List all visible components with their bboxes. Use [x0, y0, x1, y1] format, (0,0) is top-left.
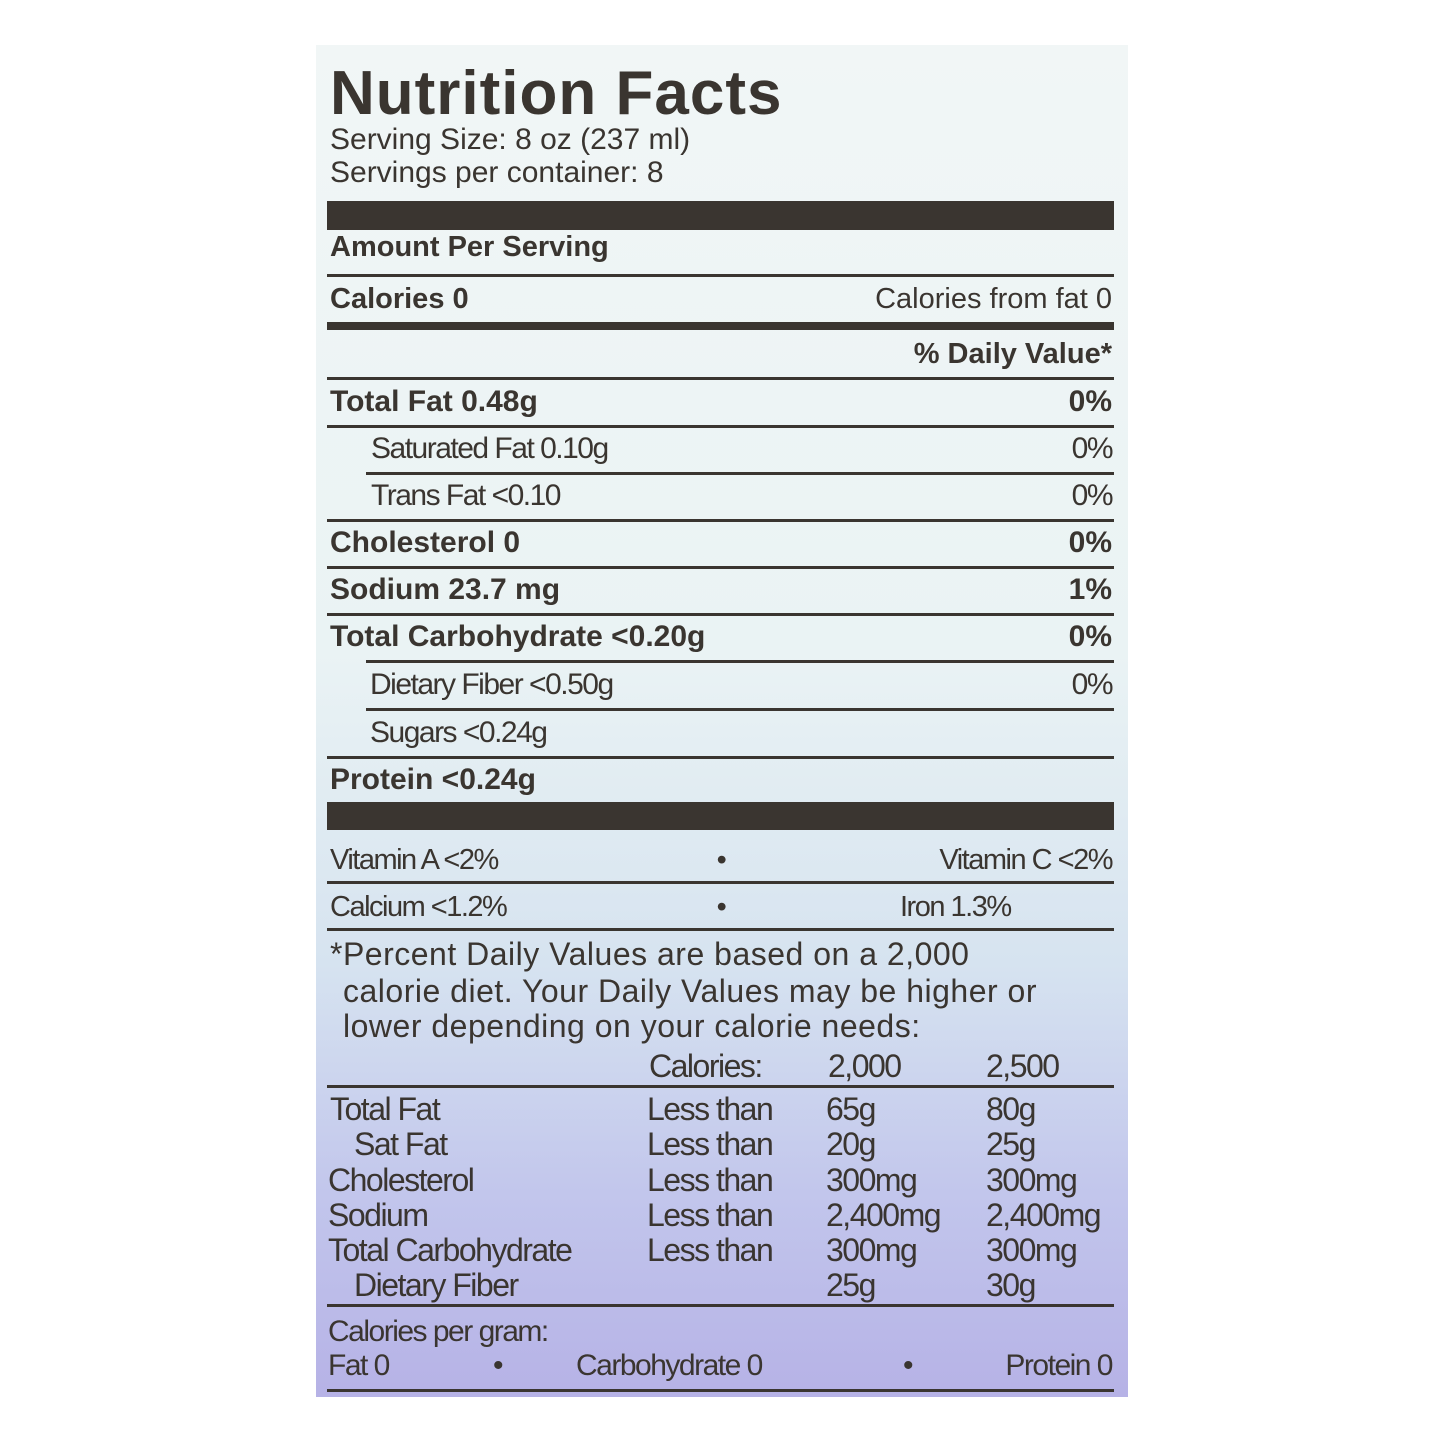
- nutrient-label: Trans Fat <0.10: [371, 479, 562, 512]
- table-cell: Less than: [647, 1091, 774, 1127]
- thick-divider: [327, 201, 1114, 230]
- bullet: •: [716, 891, 727, 923]
- divider: [366, 708, 1114, 711]
- vitamin-a: Vitamin A <2%: [330, 844, 499, 876]
- nutrient-row: Trans Fat <0.10 0%: [371, 479, 1114, 512]
- table-header: 2,500: [986, 1048, 1060, 1084]
- calories-row: Calories 0 Calories from fat 0: [330, 285, 1112, 314]
- carbohydrate-calories: Carbohydrate 0: [576, 1349, 763, 1382]
- divider: [327, 425, 1114, 428]
- table-cell: 2,400mg: [986, 1197, 1102, 1233]
- divider: [327, 519, 1114, 522]
- nutrient-label: Saturated Fat 0.10g: [371, 432, 609, 465]
- calories-per-gram-label: Calories per gram:: [328, 1315, 549, 1348]
- nutrient-row: Cholesterol 0 0%: [330, 528, 1112, 558]
- table-cell: 25g: [986, 1126, 1036, 1162]
- amount-per-serving: Amount Per Serving: [330, 231, 609, 263]
- table-cell: 2,400mg: [826, 1197, 942, 1233]
- nutrient-dv: 0%: [1068, 526, 1112, 559]
- daily-value-header: % Daily Value*: [913, 338, 1112, 370]
- bullet: •: [903, 1349, 914, 1382]
- table-cell: Sat Fat: [354, 1126, 448, 1162]
- nutrient-row: Sodium 23.7 mg 1%: [330, 575, 1112, 605]
- nutrient-dv: 0%: [1071, 668, 1114, 701]
- table-cell: 65g: [826, 1091, 876, 1127]
- table-cell: 300mg: [986, 1162, 1078, 1198]
- nutrient-label: Dietary Fiber <0.50g: [370, 668, 614, 701]
- vitamin-c: Vitamin C <2%: [939, 844, 1113, 876]
- nutrient-dv: 0%: [1071, 432, 1114, 465]
- calories: Calories 0: [330, 283, 469, 315]
- nutrient-label: Sugars <0.24g: [370, 716, 548, 749]
- table-cell: Dietary Fiber: [354, 1267, 519, 1303]
- calcium: Calcium <1.2%: [330, 891, 508, 923]
- divider: [327, 377, 1114, 380]
- table-cell: 20g: [826, 1126, 876, 1162]
- nutrient-row: Protein <0.24g: [330, 765, 1112, 795]
- divider: [327, 1304, 1114, 1307]
- table-header: 2,000: [828, 1048, 902, 1084]
- serving-size: Serving Size: 8 oz (237 ml): [330, 123, 691, 156]
- divider: [327, 613, 1114, 616]
- nutrient-label: Sodium 23.7 mg: [330, 573, 561, 606]
- table-cell: 300mg: [986, 1232, 1078, 1268]
- thick-divider: [327, 802, 1114, 830]
- fat-calories: Fat 0: [328, 1349, 390, 1382]
- table-cell: Less than: [647, 1197, 774, 1233]
- bullet: •: [716, 844, 727, 876]
- medium-divider: [327, 322, 1114, 330]
- divider: [327, 274, 1114, 277]
- table-cell: 300mg: [826, 1162, 918, 1198]
- vitamin-row: Calcium <1.2% • Iron 1.3%: [330, 893, 1112, 922]
- nutrient-row: Sugars <0.24g: [370, 718, 1112, 748]
- table-header: Calories:: [649, 1048, 763, 1084]
- table-cell: Less than: [647, 1126, 774, 1162]
- nutrient-row: Saturated Fat 0.10g 0%: [371, 432, 1114, 465]
- divider: [327, 1389, 1114, 1392]
- table-cell: Less than: [647, 1232, 774, 1268]
- nutrient-label: Total Fat 0.48g: [330, 385, 538, 418]
- table-cell: 30g: [986, 1267, 1036, 1303]
- calories-per-gram-row: Fat 0 • Carbohydrate 0 • Protein 0: [328, 1349, 1113, 1382]
- table-cell: 300mg: [826, 1232, 918, 1268]
- nutrient-label: Cholesterol 0: [330, 526, 521, 559]
- bullet: •: [493, 1349, 504, 1382]
- divider: [327, 928, 1114, 931]
- divider: [327, 881, 1114, 884]
- table-cell: Total Fat: [330, 1091, 441, 1127]
- vitamin-row: Vitamin A <2% • Vitamin C <2%: [330, 844, 1113, 876]
- footnote-line: calorie diet. Your Daily Values may be h…: [343, 973, 1037, 1009]
- table-cell: 80g: [986, 1091, 1036, 1127]
- divider: [327, 1085, 1114, 1088]
- divider: [366, 472, 1114, 475]
- nutrient-label: Total Carbohydrate <0.20g: [330, 620, 706, 653]
- footnote-line: lower depending on your calorie needs:: [343, 1008, 921, 1044]
- divider: [327, 756, 1114, 759]
- iron: Iron 1.3%: [900, 891, 1012, 923]
- nutrient-row: Total Fat 0.48g 0%: [330, 387, 1112, 417]
- label-title: Nutrition Facts: [330, 59, 783, 128]
- table-cell: 25g: [826, 1267, 876, 1303]
- nutrient-label: Protein <0.24g: [330, 763, 536, 796]
- nutrient-dv: 0%: [1071, 479, 1114, 512]
- table-cell: Less than: [647, 1162, 774, 1198]
- nutrient-row: Total Carbohydrate <0.20g 0%: [330, 622, 1112, 652]
- divider: [327, 566, 1114, 569]
- calories-from-fat: Calories from fat 0: [875, 283, 1112, 315]
- servings-per-container: Servings per container: 8: [330, 156, 664, 189]
- nutrition-facts-label: Nutrition Facts Serving Size: 8 oz (237 …: [316, 45, 1128, 1397]
- nutrient-row: Dietary Fiber <0.50g 0%: [370, 668, 1114, 701]
- nutrient-dv: 0%: [1068, 385, 1112, 418]
- table-cell: Sodium: [328, 1197, 429, 1233]
- footnote-line: *Percent Daily Values are based on a 2,0…: [330, 936, 970, 972]
- protein-calories: Protein 0: [1005, 1349, 1113, 1382]
- divider: [366, 660, 1114, 663]
- table-cell: Total Carbohydrate: [328, 1232, 573, 1268]
- nutrient-dv: 1%: [1068, 573, 1112, 606]
- table-cell: Cholesterol: [328, 1162, 475, 1198]
- nutrient-dv: 0%: [1068, 620, 1112, 653]
